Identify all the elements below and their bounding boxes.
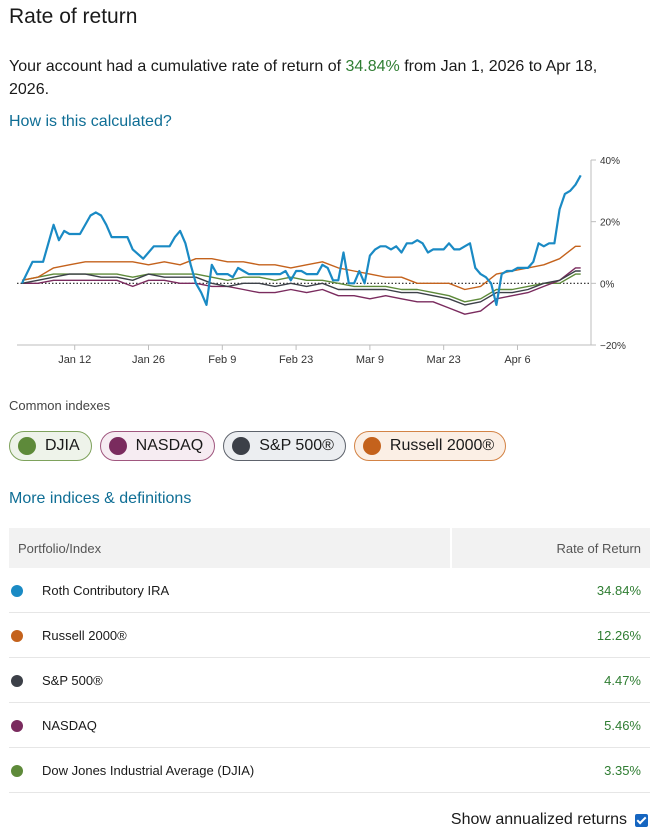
rate-of-return-chart: 40% 20% 0% −20% Jan 12 Jan 26 Feb 9 Feb 23 Mar 9… — [17, 156, 626, 366]
row-name: Dow Jones Industrial Average (DJIA) — [42, 747, 451, 793]
series-line — [22, 267, 581, 315]
series-line — [21, 270, 581, 306]
summary-rate: 34.84% — [345, 58, 400, 75]
summary-suffix: from Jan 1, 2026 to Apr 18, 2026. — [9, 58, 598, 98]
col-rate-header: Rate of Return — [449, 528, 650, 568]
x-tick-label: Mar 23 — [427, 354, 461, 366]
summary-prefix: Your account had a cumulative rate of re… — [9, 58, 346, 75]
annualized-checkbox[interactable] — [635, 813, 648, 827]
row-color-cell — [9, 702, 42, 748]
row-name: Roth Contributory IRA — [42, 568, 451, 613]
row-color-dot — [11, 720, 23, 733]
table-row: S&P 500® 4.47% — [9, 657, 650, 703]
y-tick-label: 0% — [600, 279, 615, 290]
pill-label: NASDAQ — [135, 437, 204, 454]
x-tick-label: Jan 12 — [58, 354, 91, 366]
pill-label: S&P 500® — [259, 437, 334, 454]
pill-dot — [362, 437, 381, 455]
row-color-dot — [11, 675, 23, 688]
table-header-row: Portfolio/Index Rate of Return — [9, 528, 650, 568]
row-color-dot — [11, 630, 23, 643]
table-row: Russell 2000® 12.26% — [9, 612, 650, 658]
returns-table: Portfolio/Index Rate of Return Roth Cont… — [9, 528, 650, 793]
more-indices-link[interactable]: More indices & definitions — [9, 490, 192, 507]
row-color-dot — [11, 585, 23, 598]
row-name: NASDAQ — [42, 702, 451, 748]
index-pills: DJIA NASDAQ S&P 500® Russell 2000® — [9, 431, 507, 461]
annualized-label: Show annualized returns — [450, 811, 627, 828]
row-color-cell — [9, 747, 42, 793]
index-pill[interactable]: DJIA — [9, 431, 92, 461]
page-title: Rate of return — [9, 5, 138, 28]
row-color-cell — [9, 612, 42, 658]
how-calculated-link[interactable]: How is this calculated? — [9, 113, 172, 130]
table-row: NASDAQ 5.46% — [9, 702, 650, 748]
common-indexes-label: Common indexes — [9, 398, 111, 413]
row-color-cell — [9, 657, 42, 703]
series-line — [21, 273, 581, 303]
col-portfolio-header: Portfolio/Index — [9, 528, 451, 568]
annualized-toggle[interactable]: Show annualized returns — [451, 811, 648, 829]
row-name: Russell 2000® — [42, 612, 451, 658]
index-pill[interactable]: NASDAQ — [99, 431, 216, 461]
table-row: Roth Contributory IRA 34.84% — [9, 568, 650, 613]
row-rate: 4.47% — [450, 657, 650, 703]
pill-label: DJIA — [45, 437, 80, 454]
row-rate: 34.84% — [450, 568, 650, 613]
row-rate: 12.26% — [450, 612, 650, 658]
index-pill[interactable]: S&P 500® — [223, 431, 346, 461]
row-rate: 5.46% — [450, 702, 650, 748]
series-line — [21, 174, 582, 306]
x-tick-label: Feb 9 — [208, 354, 236, 366]
return-summary: Your account had a cumulative rate of re… — [9, 55, 639, 101]
y-tick-label: −20% — [600, 341, 626, 352]
y-tick-label: 20% — [600, 218, 620, 229]
row-name: S&P 500® — [42, 657, 451, 703]
pill-dot — [18, 437, 36, 455]
row-color-dot — [11, 765, 23, 778]
pill-dot — [108, 437, 127, 455]
pill-label: Russell 2000® — [389, 437, 495, 454]
x-tick-label: Apr 6 — [504, 354, 530, 366]
x-tick-label: Jan 26 — [132, 354, 165, 366]
row-color-cell — [9, 568, 42, 613]
series-line — [21, 245, 581, 291]
table-row: Dow Jones Industrial Average (DJIA) 3.35% — [9, 747, 650, 793]
x-tick-label: Feb 23 — [279, 354, 313, 366]
row-rate: 3.35% — [450, 747, 650, 793]
pill-dot — [232, 437, 251, 455]
y-tick-label: 40% — [600, 156, 620, 167]
x-tick-label: Mar 9 — [356, 354, 384, 366]
index-pill[interactable]: Russell 2000® — [353, 431, 507, 461]
